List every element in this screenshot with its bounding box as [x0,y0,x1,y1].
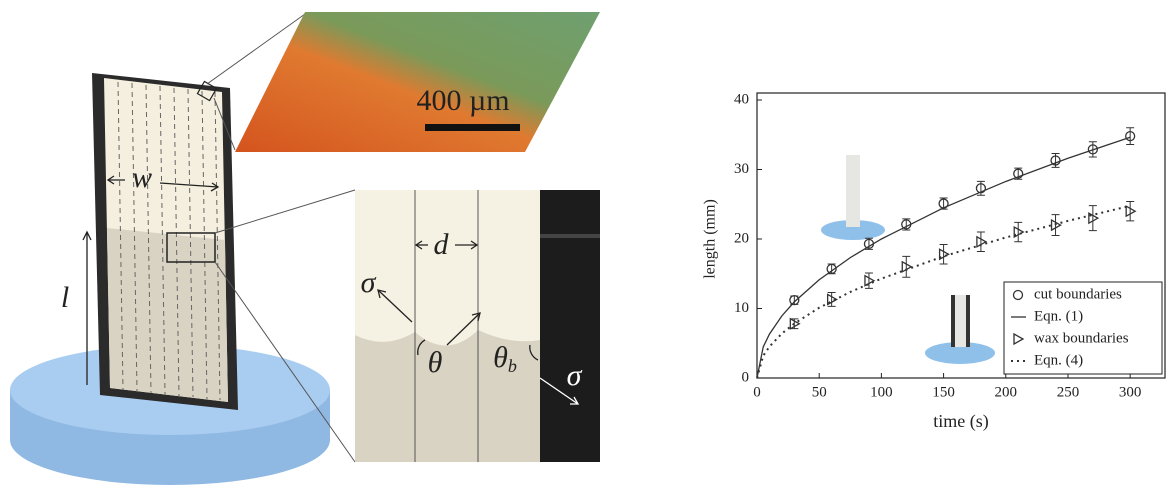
y-axis-label: length (mm) [702,199,719,279]
theta-b-subscript: b [508,356,517,376]
x-tick-label: 300 [1119,384,1142,400]
y-tick-label: 20 [734,230,749,246]
x-tick-label: 50 [812,384,827,400]
y-tick-label: 0 [742,369,750,385]
figure: w l 400 µm d σ σ θ θb 0501001 [0,0,1174,493]
y-tick-label: 10 [734,300,749,316]
boundary-wax [540,190,600,462]
sigma-label: σ [567,359,583,392]
x-tick-label: 100 [870,384,893,400]
x-tick-label: 200 [995,384,1018,400]
error-bar [977,232,985,251]
error-bar [865,273,873,288]
d-label: d [434,228,450,261]
w-label: w [132,161,152,194]
sigma-label: σ [361,266,377,299]
legend-label: Eqn. (4) [1034,352,1083,368]
l-label: l [61,281,69,314]
theta-b-symbol: θ [493,341,508,374]
legend: cut boundaries Eqn. (1) wax boundaries Eqn.… [1004,282,1162,374]
error-bar [1126,128,1134,145]
x-tick-label: 150 [932,384,955,400]
legend-label: Eqn. (1) [1034,308,1083,324]
theta-label: θ [428,346,443,379]
y-tick-label: 40 [734,91,749,107]
x-tick-label: 250 [1057,384,1080,400]
scale-bar-label: 400 µm [416,84,509,117]
error-bar [1089,206,1097,231]
dry-region [355,190,540,346]
legend-label: wax boundaries [1034,330,1129,346]
error-bar [1014,222,1022,241]
error-bar [902,256,910,277]
error-bar [940,245,948,264]
x-tick-label: 0 [753,384,761,400]
x-axis-label: time (s) [933,411,989,432]
scale-bar [425,124,520,131]
y-tick-label: 30 [734,161,749,177]
legend-label: cut boundaries [1034,286,1122,302]
micrograph [235,12,600,152]
illustration: w l 400 µm d σ σ θ θb [10,12,600,485]
error-bar [1126,201,1134,220]
